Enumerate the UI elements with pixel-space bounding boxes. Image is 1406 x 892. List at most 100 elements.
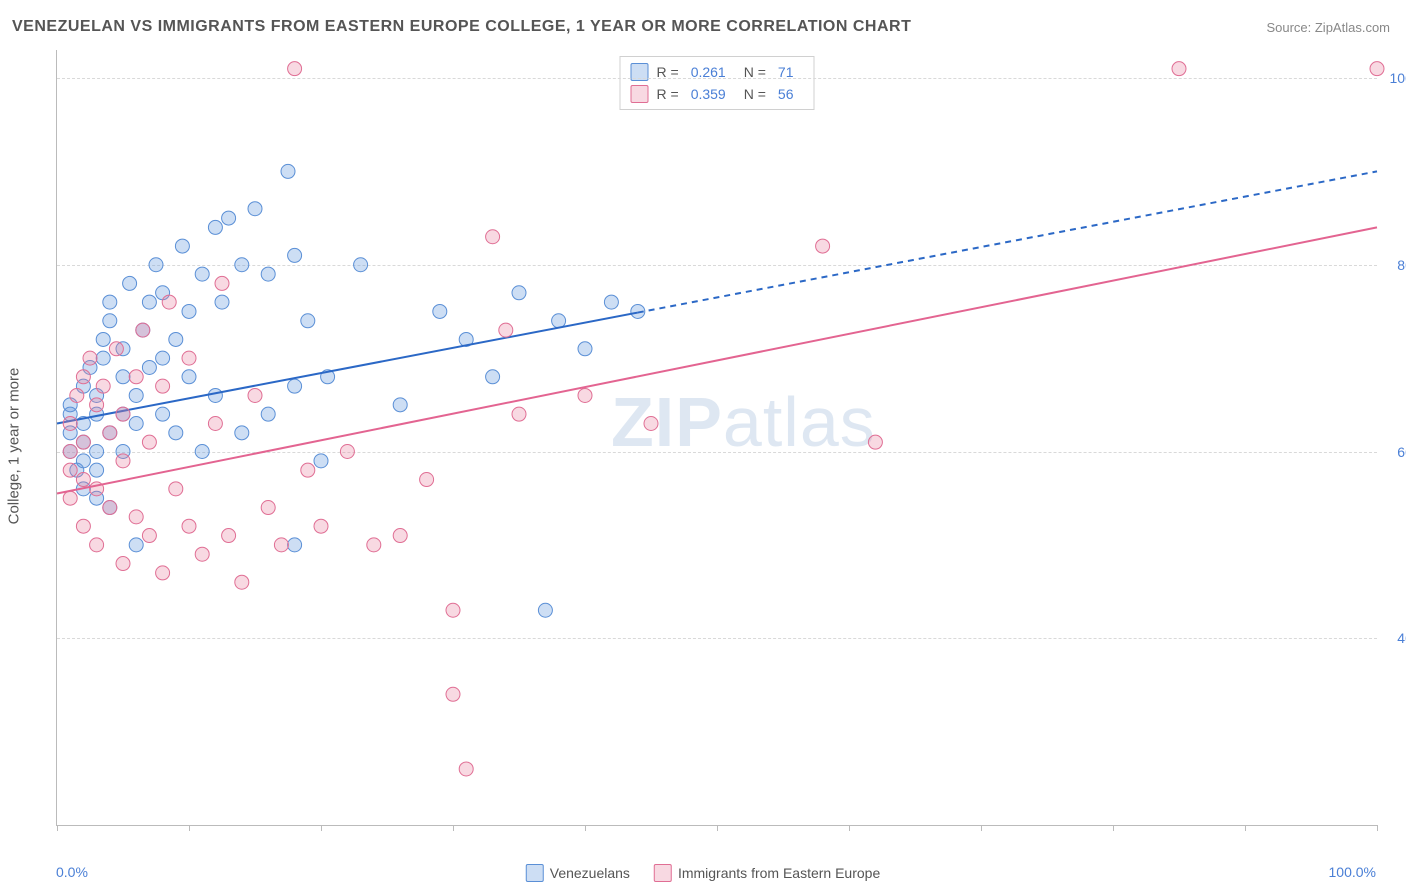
data-point [63,416,77,430]
data-point [208,388,222,402]
data-point [446,603,460,617]
y-tick-label: 60.0% [1397,444,1406,460]
legend-item: Venezuelans [526,864,630,882]
y-tick-label: 40.0% [1397,630,1406,646]
data-point [162,295,176,309]
data-point [367,538,381,552]
data-point [169,482,183,496]
data-point [1172,62,1186,76]
plot-area: ZIPatlas R =0.261N =71R =0.359N =56 40.0… [56,50,1377,826]
data-point [90,398,104,412]
y-tick-label: 80.0% [1397,257,1406,273]
data-point [182,519,196,533]
data-point [195,267,209,281]
y-axis-title: College, 1 year or more [6,368,23,525]
data-point [222,529,236,543]
data-point [215,276,229,290]
data-point [1370,62,1384,76]
data-point [578,388,592,402]
x-tick [189,825,190,831]
data-point [486,230,500,244]
data-point [96,351,110,365]
trend-line-extrapolated [638,171,1377,312]
data-point [129,538,143,552]
data-point [420,473,434,487]
data-point [129,510,143,524]
data-point [90,538,104,552]
data-point [156,407,170,421]
data-point [393,529,407,543]
x-axis-min-label: 0.0% [56,864,88,880]
data-point [63,445,77,459]
x-tick [585,825,586,831]
legend-label: Immigrants from Eastern Europe [678,865,880,881]
data-point [538,603,552,617]
data-point [103,501,117,515]
data-point [129,388,143,402]
data-point [123,276,137,290]
data-point [149,258,163,272]
data-point [274,538,288,552]
data-point [235,575,249,589]
data-point [222,211,236,225]
data-point [96,332,110,346]
x-tick [453,825,454,831]
data-point [129,416,143,430]
data-point [96,379,110,393]
data-point [103,426,117,440]
data-point [142,295,156,309]
data-point [578,342,592,356]
x-tick [57,825,58,831]
data-point [156,351,170,365]
data-point [235,426,249,440]
data-point [76,454,90,468]
data-point [63,491,77,505]
data-point [182,351,196,365]
data-point [129,370,143,384]
data-point [261,501,275,515]
data-point [116,557,130,571]
chart-title: VENEZUELAN VS IMMIGRANTS FROM EASTERN EU… [12,18,911,36]
x-tick [321,825,322,831]
data-point [76,370,90,384]
data-point [340,445,354,459]
data-point [393,398,407,412]
data-point [644,416,658,430]
x-tick [1377,825,1378,831]
data-point [90,463,104,477]
x-tick [981,825,982,831]
data-point [314,454,328,468]
data-point [354,258,368,272]
data-point [486,370,500,384]
data-point [208,416,222,430]
legend-series: Venezuelans Immigrants from Eastern Europ… [526,864,880,882]
data-point [76,519,90,533]
data-point [604,295,618,309]
data-point [261,267,275,281]
data-point [248,202,262,216]
data-point [288,379,302,393]
y-tick-label: 100.0% [1390,70,1406,86]
data-point [90,445,104,459]
data-point [235,258,249,272]
data-point [116,454,130,468]
legend-label: Venezuelans [550,865,630,881]
legend-swatch [654,864,672,882]
data-point [288,538,302,552]
data-point [169,332,183,346]
data-point [136,323,150,337]
x-tick [849,825,850,831]
data-point [76,473,90,487]
data-point [63,463,77,477]
data-point [182,370,196,384]
trend-line [57,227,1377,493]
data-point [288,248,302,262]
chart-svg [57,50,1377,825]
data-point [76,435,90,449]
data-point [116,407,130,421]
data-point [248,388,262,402]
legend-item: Immigrants from Eastern Europe [654,864,880,882]
data-point [816,239,830,253]
chart-container: VENEZUELAN VS IMMIGRANTS FROM EASTERN EU… [0,0,1406,892]
x-tick [717,825,718,831]
